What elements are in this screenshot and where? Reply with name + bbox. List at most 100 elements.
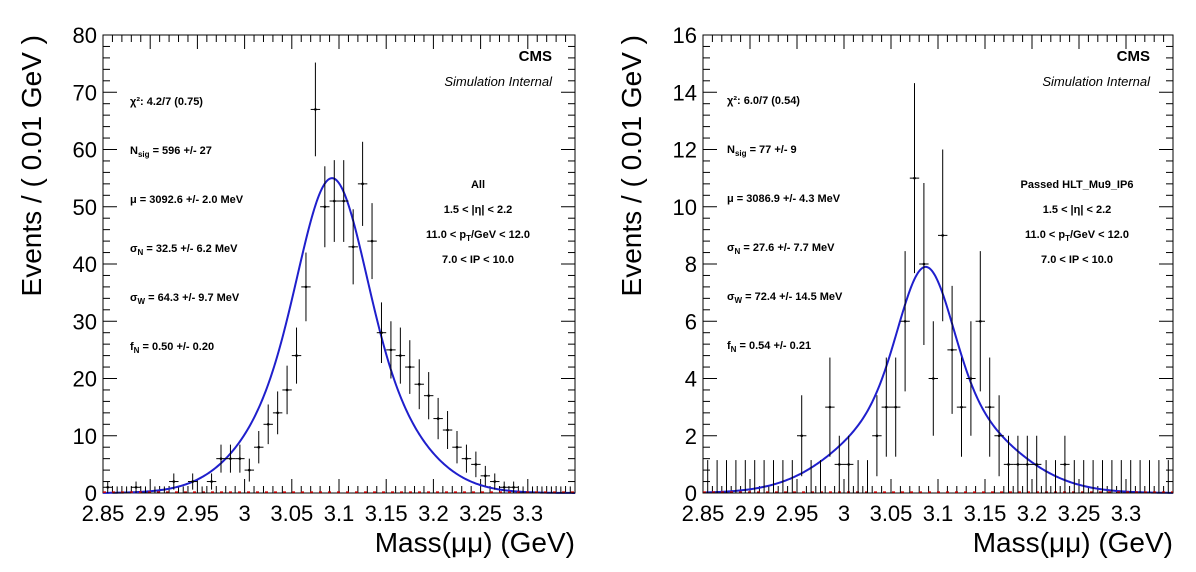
x-tick-label: 2.9 [735,501,766,526]
y-tick-label: 0 [85,481,97,506]
x-tick-label: 2.85 [682,501,725,526]
data-point [254,431,264,464]
data-point [348,209,358,285]
data-point [947,285,957,414]
y-tick-label: 20 [73,367,97,392]
cms-label: CMS [519,48,552,65]
x-tick-label: 3.25 [1058,501,1101,526]
data-point [225,444,236,473]
data-point [768,460,779,494]
data-point [806,460,816,494]
data-point [357,141,368,226]
y-tick-label: 4 [685,367,697,392]
x-tick-label: 3.05 [870,501,913,526]
data-point [527,486,538,494]
selection-label: 11.0 < pT/GeV < 12.0 [426,229,530,243]
data-point [1041,460,1051,494]
simulation-label: Simulation Internal [444,74,553,89]
data-point [367,203,377,280]
data-point [235,444,245,473]
y-tick-label: 16 [673,23,697,48]
data-point [938,149,948,322]
selection-label: 7.0 < IP < 10.0 [1041,254,1113,266]
x-tick-label: 3.2 [418,501,449,526]
x-tick-label: 3.2 [1017,501,1048,526]
fit-parameter: fN = 0.50 +/- 0.20 [130,341,214,355]
fit-parameter: σN = 27.6 +/- 7.7 MeV [727,242,835,256]
data-point [178,486,188,494]
data-point [862,460,873,494]
data-point [1154,460,1164,494]
data-point [508,481,519,493]
y-tick-label: 0 [685,481,697,506]
chart-2: 2.85 2.9 2.95 3 3.05 3.1 3.15 3.2 3.25 3.3 0 2 4 6 8 10… [616,23,1174,558]
data-point [1097,460,1108,494]
data-point [150,486,160,494]
data-point [140,486,151,494]
data-point [376,302,387,363]
x-tick-label: 2.95 [776,501,819,526]
data-point [1079,460,1089,494]
data-point [985,357,995,457]
data-point [1116,460,1126,494]
fit-parameter: σW = 64.3 +/- 9.7 MeV [130,292,240,306]
y-tick-label: 8 [685,252,697,277]
y-tick-label: 50 [73,195,97,220]
data-point [442,411,453,450]
data-point [518,486,528,494]
fit-parameter: Nsig = 596 +/- 27 [130,145,212,159]
x-tick-label: 3.05 [270,501,313,526]
data-point [263,404,273,445]
data-point [414,359,424,410]
data-point [721,460,732,494]
data-point [797,395,807,477]
y-tick-label: 30 [73,309,97,334]
data-point [546,486,557,494]
x-tick-label: 3.3 [513,501,544,526]
data-point [815,460,826,494]
y-tick-label: 6 [685,309,697,334]
data-point [159,486,170,494]
data-point [499,481,509,493]
data-point [712,460,722,494]
data-point [1003,435,1014,493]
data-point [975,251,985,392]
data-point [471,451,481,478]
data-point [556,486,566,494]
selection-label: Passed HLT_Mu9_IP6 [1021,179,1134,191]
y-tick-label: 40 [73,252,97,277]
y-tick-label: 12 [673,138,697,163]
data-point [537,486,547,494]
data-point [131,481,141,493]
data-point [282,365,292,415]
data-point [216,444,226,473]
data-point [480,465,491,486]
data-point [1069,460,1079,494]
data-point [272,391,283,435]
data-point [187,473,198,490]
y-tick-label: 60 [73,138,97,163]
data-point [206,473,217,490]
selection-label: All [471,179,485,191]
x-tick-label: 2.9 [135,501,166,526]
x-tick-label: 3.1 [923,501,954,526]
selection-label: 7.0 < IP < 10.0 [442,254,514,266]
data-point [329,160,339,242]
fit-parameter: Nsig = 77 +/- 9 [727,144,797,158]
x-tick-label: 3.3 [1111,501,1142,526]
x-tick-label: 2.85 [82,501,125,526]
data-point [461,444,472,473]
data-point [197,486,207,494]
y-tick-label: 70 [73,80,97,105]
data-point [919,183,929,345]
data-point [787,460,797,494]
data-point [1060,435,1070,493]
y-axis-title: Events / ( 0.01 GeV ) [16,35,47,296]
data-point [395,327,406,384]
data-point [1050,460,1061,494]
data-point [301,252,311,322]
data-point [103,481,113,493]
data-point [1022,435,1032,493]
x-tick-label: 3.25 [459,501,502,526]
